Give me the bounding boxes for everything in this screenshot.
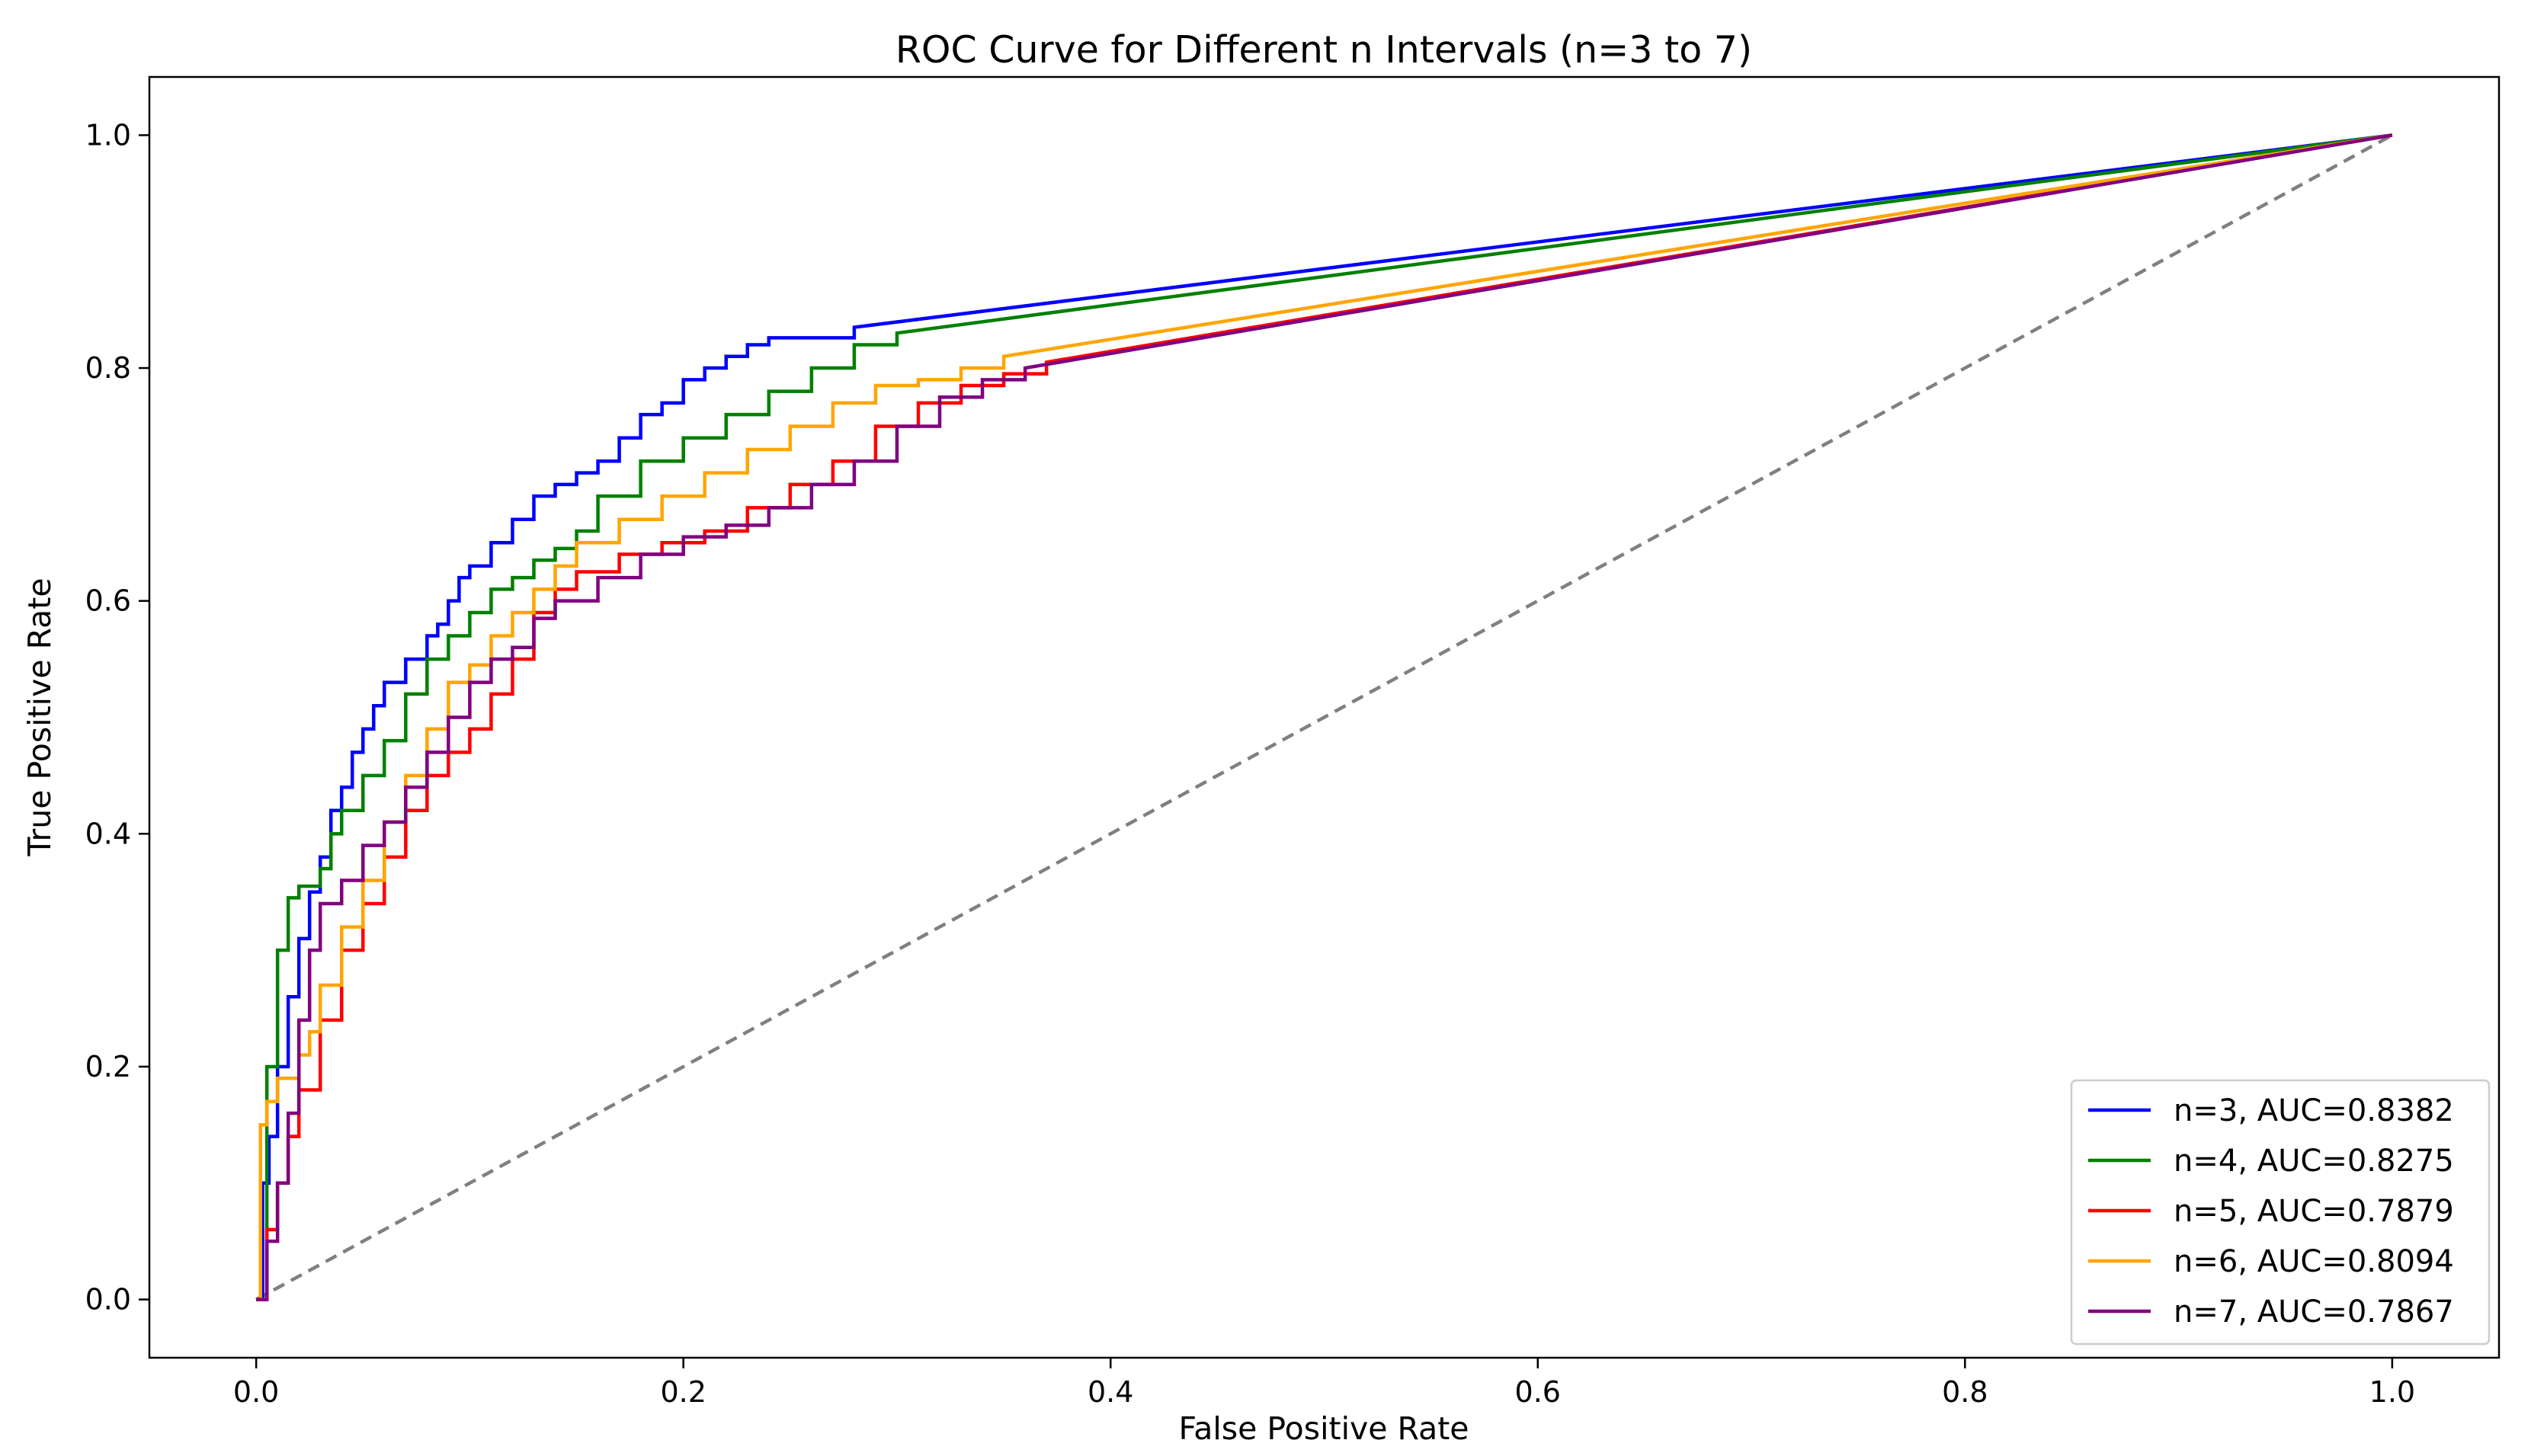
legend-label-7: n=7, AUC=0.7867 xyxy=(2174,1294,2454,1330)
axes-frame xyxy=(148,75,2501,1359)
x-tick-label: 0.4 xyxy=(1088,1375,1133,1409)
chart-title: ROC Curve for Different n Intervals (n=3… xyxy=(895,28,1752,72)
legend-label-4: n=4, AUC=0.8275 xyxy=(2174,1144,2454,1179)
x-axis: 0.0 0.2 0.4 0.6 0.8 1.0 xyxy=(233,1358,2415,1409)
y-tick-label: 0.4 xyxy=(85,817,131,850)
legend-label-5: n=5, AUC=0.7879 xyxy=(2174,1194,2454,1229)
y-tick-label: 0.6 xyxy=(85,584,131,618)
roc-line-5 xyxy=(256,133,2393,1301)
x-axis-label: False Positive Rate xyxy=(1178,1410,1469,1447)
y-axis: 0.0 0.2 0.4 0.6 0.8 1.0 xyxy=(85,118,149,1317)
y-tick-label: 0.8 xyxy=(85,351,131,385)
roc-line-7 xyxy=(256,133,2393,1301)
roc-line-4 xyxy=(256,133,2393,1301)
legend-box xyxy=(2070,1079,2491,1346)
legend-label-3: n=3, AUC=0.8382 xyxy=(2174,1093,2454,1128)
roc-line-6 xyxy=(256,133,2393,1301)
roc-line-3 xyxy=(256,133,2393,1301)
x-tick-label: 0.2 xyxy=(660,1375,706,1409)
plot-area xyxy=(255,133,2393,1301)
y-tick-label: 1.0 xyxy=(85,118,131,152)
y-axis-label: True Positive Rate xyxy=(21,578,58,856)
legend: n=3, AUC=0.8382 n=4, AUC=0.8275 n=5, AUC=0… xyxy=(2070,1079,2491,1346)
x-tick-label: 0.8 xyxy=(1942,1375,1988,1409)
random-classifier-line xyxy=(255,133,2393,1301)
legend-label-6: n=6, AUC=0.8094 xyxy=(2174,1244,2454,1279)
x-tick-label: 0.6 xyxy=(1515,1375,1561,1409)
x-tick-label: 0.0 xyxy=(233,1375,279,1409)
y-tick-label: 0.0 xyxy=(85,1283,131,1317)
x-tick-label: 1.0 xyxy=(2369,1375,2415,1409)
y-tick-label: 0.2 xyxy=(85,1050,131,1083)
